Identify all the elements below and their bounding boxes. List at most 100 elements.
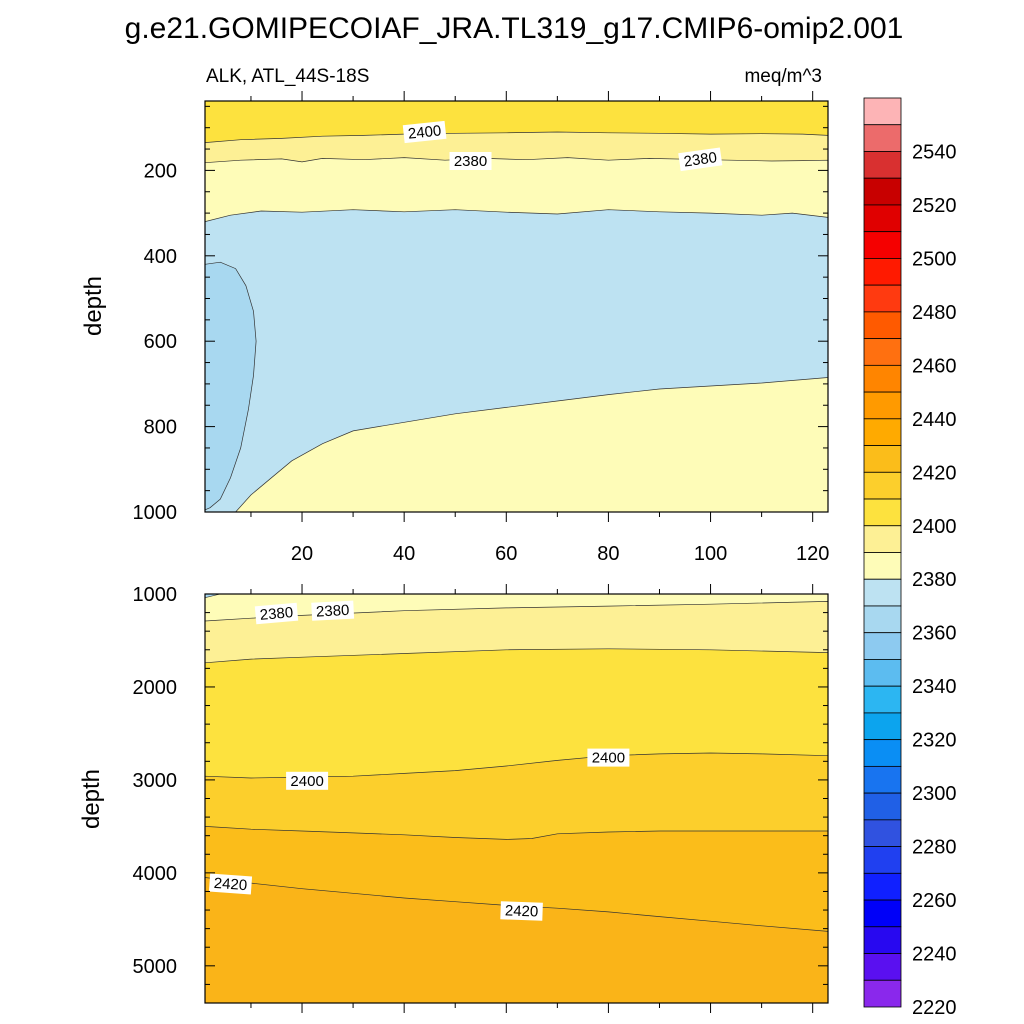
contour-label-text: 2420 <box>213 875 247 894</box>
upper-frame <box>204 100 829 513</box>
upper-x-tick-label: 20 <box>291 543 313 565</box>
lower-ylabel: depth <box>78 769 105 829</box>
contour-label-bg <box>311 600 355 621</box>
lower-contour-label: 2400 <box>587 748 630 767</box>
colorbar-swatch <box>863 498 902 527</box>
colorbar-label: 2540 <box>912 141 957 163</box>
colorbar-label: 2500 <box>912 248 957 270</box>
lower-y-tick-label: 2000 <box>133 677 178 699</box>
colorbar-swatch <box>863 605 902 634</box>
upper-band-2360 <box>205 209 828 512</box>
colorbar-swatch <box>863 124 902 152</box>
colorbar-label: 2280 <box>912 837 957 859</box>
upper-fields: 2400 2380 2380 <box>205 101 828 512</box>
upper-panel: 2400 2380 2380 200 400 600 800 1000 20 40 60 80 100 1… <box>133 91 829 565</box>
contour-label-text: 2400 <box>290 773 323 790</box>
figure-title: g.e21.GOMIPECOIAF_JRA.TL319_g17.CMIP6-om… <box>125 12 904 45</box>
colorbar-label: 2400 <box>912 516 957 538</box>
lower-y-tick-label: 4000 <box>133 863 178 885</box>
contour-label-bg <box>254 602 299 625</box>
colorbar-label: 2340 <box>912 676 957 698</box>
colorbar-swatch <box>863 471 902 500</box>
colorbar-swatch <box>863 391 902 420</box>
colorbar-label: 2440 <box>912 409 957 431</box>
colorbar-swatch <box>863 872 902 901</box>
upper-band-2350 <box>205 261 257 511</box>
lower-contour-label: 2420 <box>208 873 253 895</box>
contour-label-text: 2400 <box>407 122 442 142</box>
colorbar-swatch <box>863 819 902 847</box>
colorbar-swatch <box>863 739 902 767</box>
colorbar-swatch <box>863 765 902 794</box>
colorbar-swatch <box>863 151 902 179</box>
colorbar-swatch <box>863 685 902 714</box>
colorbar-swatch <box>863 926 902 954</box>
lower-y-tick-label: 5000 <box>133 956 178 978</box>
upper-contour-label: 2380 <box>678 147 723 172</box>
lower-panel: 2380 2380 2400 2400 2420 2420 1000 2000 3000 4000… <box>133 584 829 1013</box>
colorbar-swatch <box>863 204 902 233</box>
colorbar-swatch <box>863 712 902 741</box>
upper-y-tick-label: 600 <box>144 331 177 353</box>
lower-fields: 2380 2380 2400 2400 2420 2420 <box>205 594 828 1003</box>
colorbar-label: 2460 <box>912 355 957 377</box>
colorbar-swatch <box>863 659 902 687</box>
upper-contour-label: 2400 <box>402 120 447 144</box>
upper-subtitle-right: meq/m^3 <box>744 66 822 87</box>
colorbar-label: 2380 <box>912 569 957 591</box>
colorbar-label: 2480 <box>912 302 957 324</box>
upper-y-tick-label: 800 <box>144 417 177 439</box>
upper-contour-label: 2380 <box>449 152 492 170</box>
colorbar-swatch <box>863 632 902 660</box>
contour-label-text: 2420 <box>505 902 539 920</box>
contour-label-text: 2380 <box>316 602 350 621</box>
contour-label-bg <box>678 147 723 172</box>
colorbar-label: 2220 <box>912 997 957 1019</box>
colorbar-label: 2520 <box>912 195 957 217</box>
colorbar-swatch <box>863 578 902 607</box>
colorbar-label: 2420 <box>912 462 957 484</box>
lower-y-tick-label: 3000 <box>133 770 178 792</box>
lower-band-2420 <box>205 877 828 1003</box>
colorbar-swatch <box>863 899 902 928</box>
colorbar-swatch <box>863 311 902 340</box>
colorbar-swatch <box>863 364 902 393</box>
upper-x-tick-label: 40 <box>393 543 415 565</box>
upper-x-tick-label: 80 <box>597 543 619 565</box>
lower-contour-label: 2380 <box>311 600 355 621</box>
upper-x-tick-label: 60 <box>495 543 517 565</box>
colorbar-swatch <box>863 177 902 206</box>
upper-ylabel: depth <box>80 276 107 336</box>
colorbar-swatch <box>863 97 902 126</box>
upper-y-tick-label: 1000 <box>133 502 178 524</box>
colorbar-swatch <box>863 445 902 473</box>
contour-label-bg <box>402 120 447 144</box>
colorbar-swatch <box>863 552 902 580</box>
contour-label-bg <box>208 873 253 895</box>
lower-y-tick-label: 1000 <box>133 584 178 606</box>
colorbar-swatch <box>863 284 902 313</box>
upper-y-tick-label: 200 <box>144 160 177 182</box>
colorbar-swatch <box>863 953 902 981</box>
colorbar-label: 2300 <box>912 783 957 805</box>
colorbar: 2540 2520 2500 2480 2460 2440 2420 2400 2380 2360… <box>863 97 957 1019</box>
colorbar-swatch <box>863 792 902 821</box>
upper-x-tick-label: 100 <box>694 543 727 565</box>
contour-label-text: 2400 <box>592 750 625 767</box>
lower-contour-label: 2380 <box>254 602 299 625</box>
colorbar-label: 2320 <box>912 730 957 752</box>
upper-x-tick-label: 120 <box>796 543 829 565</box>
contour-label-bg <box>500 901 543 921</box>
colorbar-label: 2260 <box>912 890 957 912</box>
lower-contour-label: 2400 <box>286 771 329 790</box>
colorbar-swatch <box>863 258 902 286</box>
contour-label-bg <box>587 748 630 767</box>
lower-contour-label: 2420 <box>500 901 543 921</box>
lower-corner-patch <box>205 594 221 599</box>
contour-label-bg <box>449 152 492 170</box>
colorbar-swatch <box>863 418 902 446</box>
contour-label-text: 2380 <box>259 604 294 624</box>
contour-label-text: 2380 <box>683 149 718 170</box>
colorbar-swatch <box>863 338 902 366</box>
